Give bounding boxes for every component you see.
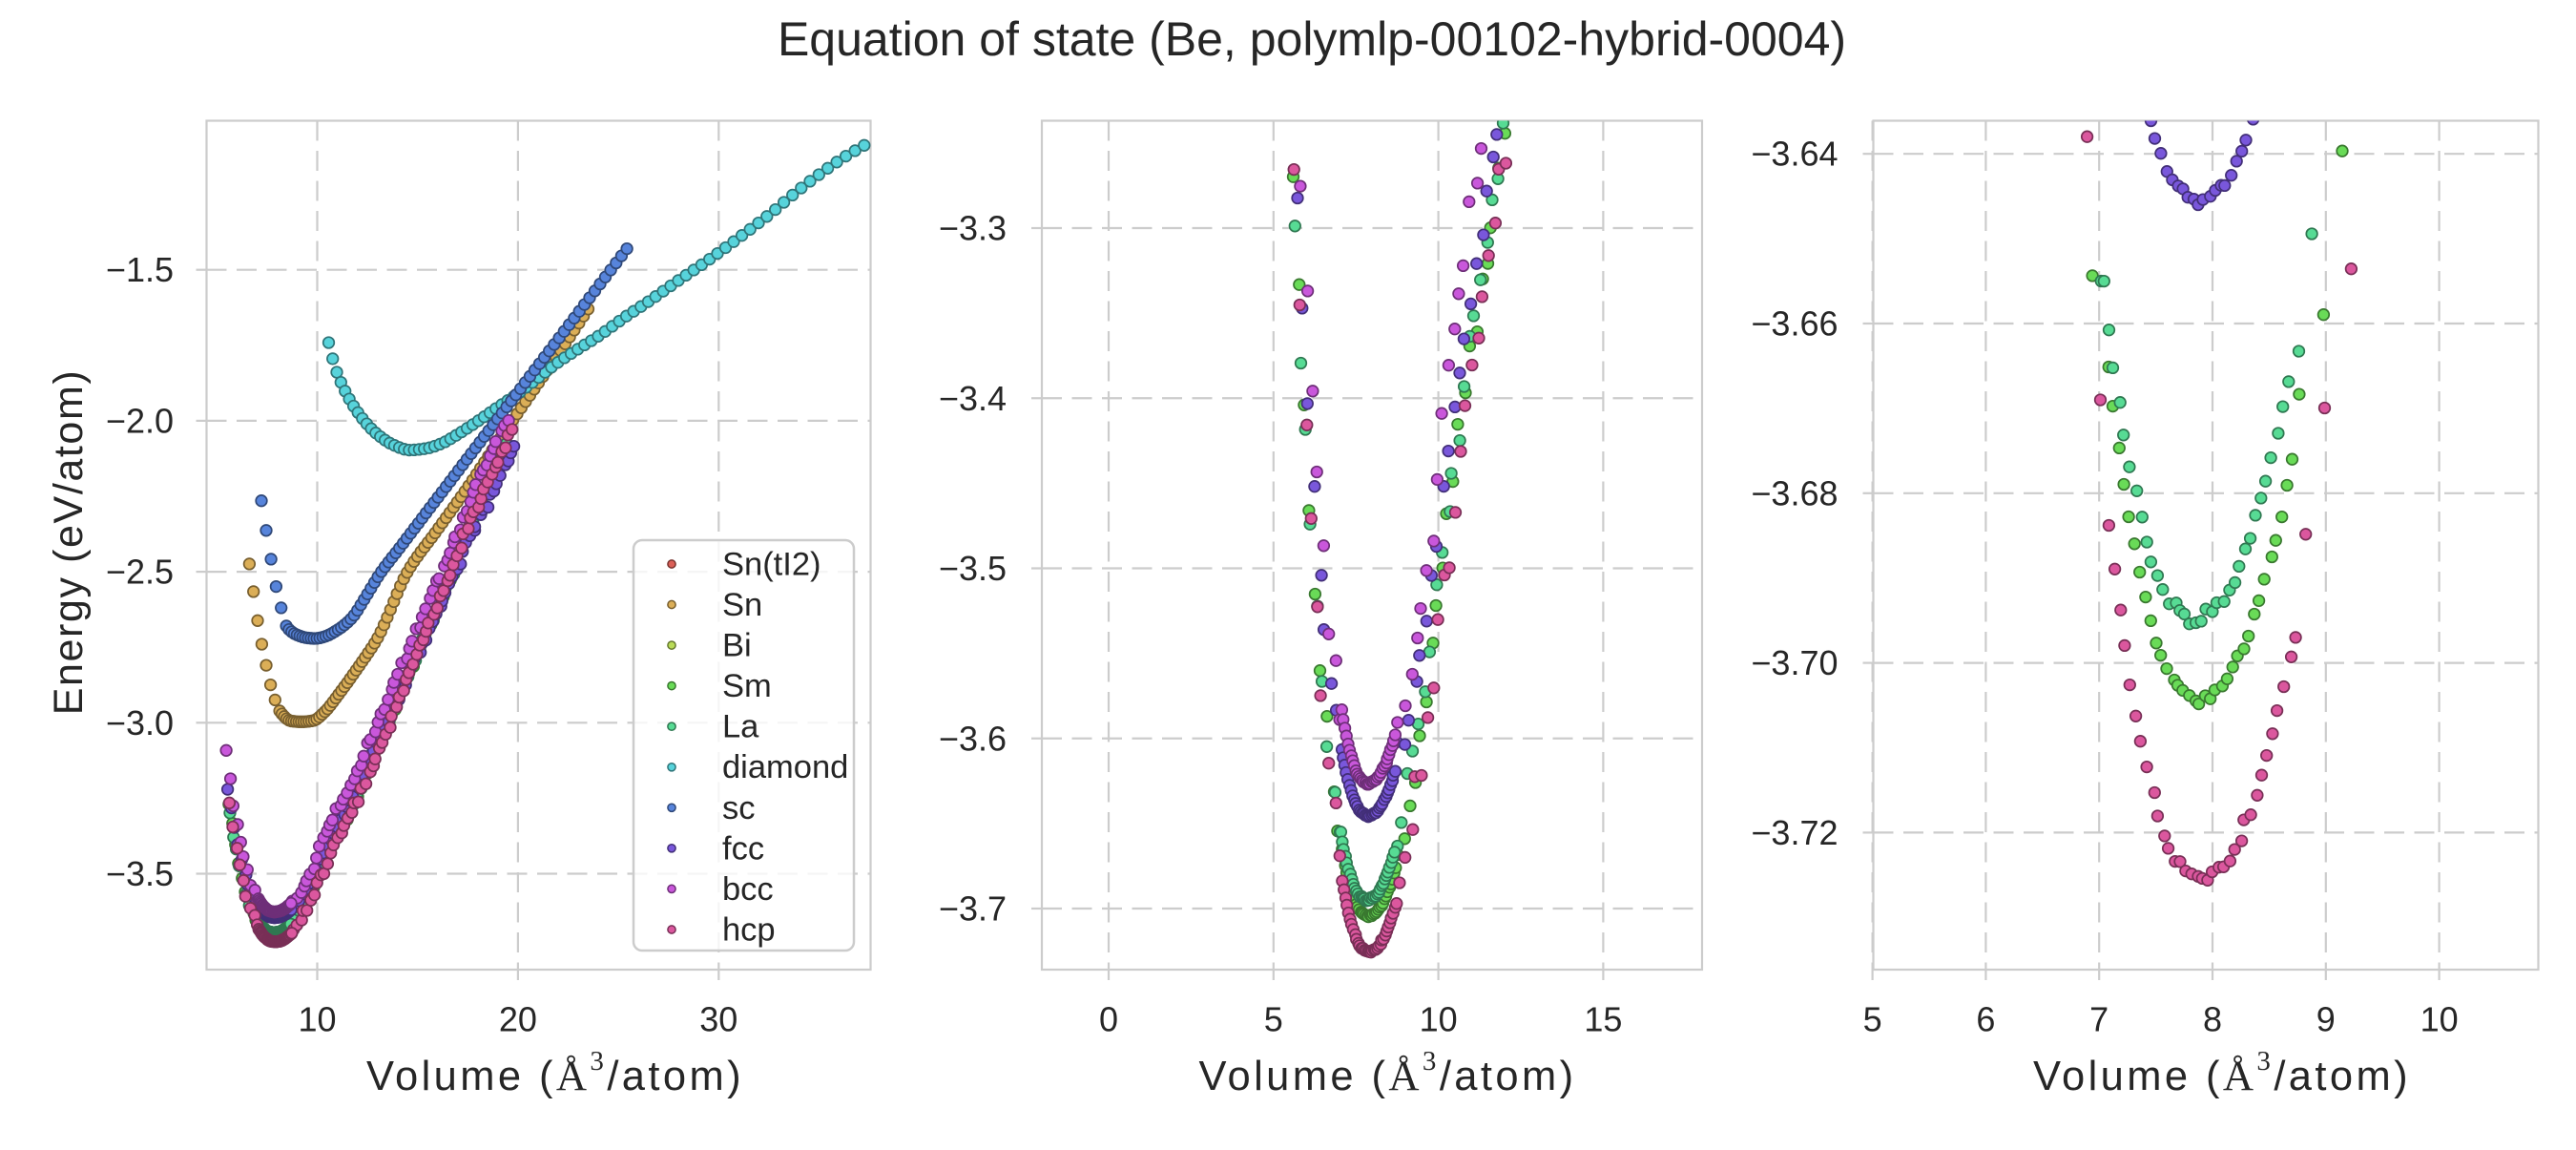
svg-text:fcc: fcc [722, 830, 764, 867]
svg-text:−2.0: −2.0 [106, 401, 174, 440]
svg-text:Sn(tI2): Sn(tI2) [722, 547, 821, 583]
svg-text:−3.4: −3.4 [939, 379, 1007, 418]
svg-text:5: 5 [1863, 1000, 1882, 1039]
svg-text:10: 10 [2420, 1000, 2459, 1039]
svg-text:20: 20 [499, 1000, 537, 1039]
svg-text:diamond: diamond [722, 749, 848, 785]
svg-text:9: 9 [2316, 1000, 2336, 1039]
svg-text:Bi: Bi [722, 628, 752, 664]
svg-text:−3.0: −3.0 [106, 703, 174, 742]
svg-text:hcp: hcp [722, 912, 776, 949]
svg-text:−1.5: −1.5 [106, 250, 174, 289]
svg-text:Sn: Sn [722, 587, 762, 623]
svg-text:6: 6 [1976, 1000, 1995, 1039]
svg-text:Equation of state (Be, polymlp: Equation of state (Be, polymlp-00102-hyb… [778, 12, 1846, 66]
svg-text:Volume (Å3/atom): Volume (Å3/atom) [2033, 1046, 2411, 1099]
svg-text:−3.64: −3.64 [1751, 135, 1838, 174]
svg-text:bcc: bcc [722, 871, 774, 908]
svg-text:−3.3: −3.3 [939, 209, 1007, 248]
svg-text:sc: sc [722, 790, 756, 826]
svg-text:−3.7: −3.7 [939, 889, 1007, 929]
svg-text:Volume (Å3/atom): Volume (Å3/atom) [366, 1046, 744, 1099]
svg-text:7: 7 [2089, 1000, 2109, 1039]
svg-text:−3.70: −3.70 [1751, 643, 1838, 682]
svg-text:−3.72: −3.72 [1751, 813, 1838, 852]
svg-text:8: 8 [2203, 1000, 2222, 1039]
svg-text:5: 5 [1264, 1000, 1283, 1039]
svg-text:10: 10 [298, 1000, 336, 1039]
svg-text:15: 15 [1584, 1000, 1622, 1039]
svg-text:0: 0 [1099, 1000, 1118, 1039]
svg-text:30: 30 [699, 1000, 737, 1039]
svg-text:−3.68: −3.68 [1751, 473, 1838, 512]
svg-text:−3.5: −3.5 [106, 854, 174, 893]
svg-text:−2.5: −2.5 [106, 553, 174, 592]
svg-text:La: La [722, 709, 759, 745]
svg-text:10: 10 [1420, 1000, 1458, 1039]
svg-text:Sm: Sm [722, 668, 772, 704]
svg-text:−3.66: −3.66 [1751, 304, 1838, 344]
svg-text:Volume (Å3/atom): Volume (Å3/atom) [1198, 1046, 1576, 1099]
svg-text:−3.5: −3.5 [939, 549, 1007, 588]
svg-text:Energy (eV/atom): Energy (eV/atom) [46, 369, 92, 716]
svg-text:−3.6: −3.6 [939, 719, 1007, 758]
